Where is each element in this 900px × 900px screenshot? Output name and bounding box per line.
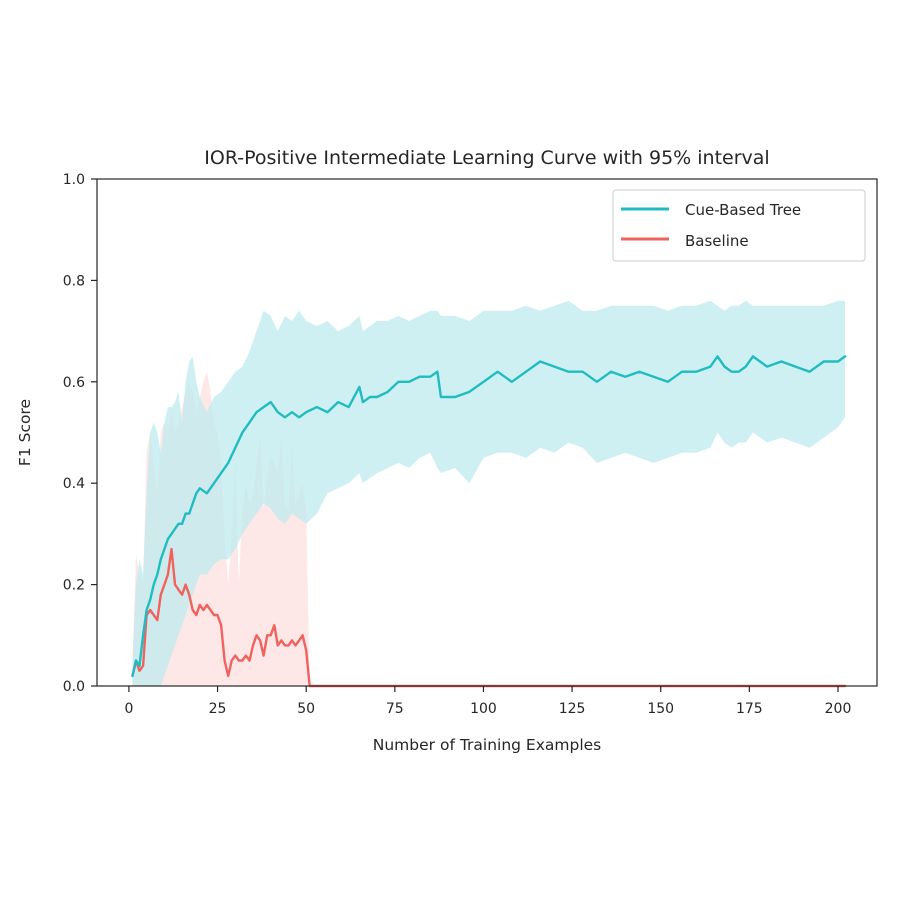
confidence-bands	[132, 300, 846, 686]
x-tick-label: 150	[647, 701, 674, 717]
x-tick-label: 100	[470, 701, 497, 717]
y-tick-label: 0.8	[63, 273, 85, 289]
y-tick-label: 0.6	[63, 375, 85, 391]
y-tick-label: 0.4	[63, 476, 85, 492]
x-tick-label: 200	[825, 701, 852, 717]
band-baseline	[132, 371, 846, 686]
x-tick-label: 25	[209, 701, 227, 717]
x-tick-label: 175	[736, 701, 763, 717]
y-axis-ticks: 0.0 0.2 0.4 0.6 0.8 1.0	[63, 172, 97, 695]
legend-label-baseline: Baseline	[685, 232, 749, 250]
x-axis-ticks: 0 25 50 75 100 125 150 175 200	[124, 686, 851, 717]
y-tick-label: 1.0	[63, 172, 85, 188]
y-tick-label: 0.0	[63, 679, 85, 695]
x-tick-label: 125	[559, 701, 586, 717]
legend-label-cue-based-tree: Cue-Based Tree	[685, 201, 801, 219]
legend-box	[612, 189, 866, 262]
plot-frame	[96, 178, 878, 687]
x-axis-label: Number of Training Examples	[373, 736, 601, 754]
line-cue-based-tree	[131, 355, 847, 678]
legend: Cue-Based Tree Baseline	[612, 189, 866, 262]
band-cue-based-tree	[132, 300, 846, 686]
x-tick-label: 0	[124, 701, 133, 717]
x-tick-label: 75	[386, 701, 404, 717]
line-baseline	[131, 547, 847, 688]
chart-title: IOR-Positive Intermediate Learning Curve…	[204, 147, 769, 169]
series-lines	[131, 355, 847, 688]
y-tick-label: 0.2	[63, 578, 85, 594]
y-axis-label: F1 Score	[16, 399, 34, 466]
x-tick-label: 50	[297, 701, 315, 717]
